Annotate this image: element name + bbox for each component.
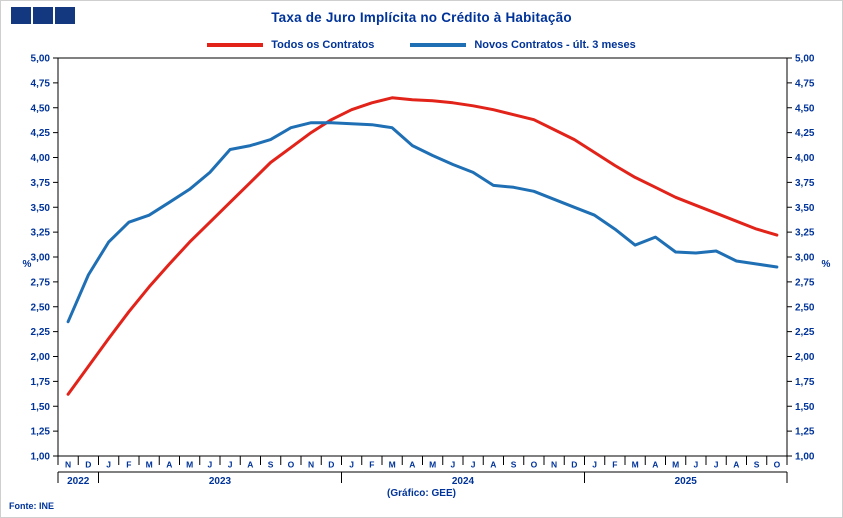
month-label: O	[531, 460, 538, 470]
series-line-todos-os-contratos	[66, 96, 779, 396]
y-tick-label-left: 3,25	[31, 228, 51, 239]
logo-square	[11, 7, 31, 24]
month-label: A	[490, 460, 496, 470]
month-label: N	[551, 460, 557, 470]
month-label: S	[511, 460, 517, 470]
y-tick-label-left: 3,00	[31, 253, 51, 264]
month-label: J	[714, 460, 719, 470]
month-label: O	[288, 460, 295, 470]
y-tick-label-right: 3,25	[795, 228, 815, 239]
legend-line-swatch	[410, 43, 467, 47]
legend-label: Novos Contratos - últ. 3 meses	[474, 39, 636, 51]
legend-item: Novos Contratos - últ. 3 meses	[410, 39, 636, 51]
year-label: 2023	[209, 476, 232, 487]
series-line-novos-contratos	[66, 121, 779, 324]
legend-label: Todos os Contratos	[271, 39, 375, 51]
year-label: 2022	[67, 476, 90, 487]
y-tick-label-left: 1,25	[31, 427, 51, 438]
y-tick-label-right: 2,50	[795, 302, 815, 313]
month-label: F	[369, 460, 374, 470]
month-label: A	[166, 460, 172, 470]
month-label: M	[672, 460, 679, 470]
y-tick-label-right: 2,25	[795, 327, 815, 338]
legend-line-swatch	[207, 43, 264, 47]
y-axis-unit-left: %	[23, 259, 32, 270]
month-label: S	[754, 460, 760, 470]
month-label: M	[389, 460, 396, 470]
month-label: A	[409, 460, 415, 470]
month-label: J	[349, 460, 354, 470]
gee-logo	[11, 7, 75, 24]
y-tick-label-right: 4,00	[795, 153, 815, 164]
month-label: N	[65, 460, 71, 470]
month-label: M	[186, 460, 193, 470]
y-tick-label-right: 1,50	[795, 402, 815, 413]
month-label: J	[208, 460, 213, 470]
y-tick-label-right: 2,75	[795, 277, 815, 288]
y-tick-label-right: 4,50	[795, 103, 815, 114]
month-label: N	[308, 460, 314, 470]
month-label: D	[85, 460, 91, 470]
y-tick-label-right: 1,25	[795, 427, 815, 438]
y-tick-label-right: 2,00	[795, 352, 815, 363]
y-tick-label-right: 4,25	[795, 128, 815, 139]
y-tick-label-left: 4,00	[31, 153, 51, 164]
y-tick-label-left: 1,50	[31, 402, 51, 413]
month-label: M	[632, 460, 639, 470]
y-tick-label-left: 2,00	[31, 352, 51, 363]
y-tick-label-right: 3,00	[795, 253, 815, 264]
y-tick-label-right: 4,75	[795, 78, 815, 89]
year-label: 2025	[675, 476, 698, 487]
y-tick-label-left: 1,00	[31, 452, 51, 463]
y-tick-label-right: 3,75	[795, 178, 815, 189]
y-tick-label-left: 1,75	[31, 377, 51, 388]
y-tick-label-left: 2,75	[31, 277, 51, 288]
y-tick-label-right: 3,50	[795, 203, 815, 214]
y-tick-label-right: 5,00	[795, 54, 815, 65]
month-label: A	[247, 460, 253, 470]
y-tick-label-left: 4,50	[31, 103, 51, 114]
month-label: A	[652, 460, 658, 470]
source-note: Fonte: INE	[9, 501, 54, 511]
y-tick-label-left: 5,00	[31, 54, 51, 65]
y-axis-unit-right: %	[822, 259, 831, 270]
y-tick-label-left: 2,50	[31, 302, 51, 313]
year-label: 2024	[452, 476, 475, 487]
month-label: F	[612, 460, 617, 470]
month-label: J	[228, 460, 233, 470]
plot-frame	[57, 57, 788, 457]
month-label: D	[328, 460, 334, 470]
month-label: J	[106, 460, 111, 470]
month-label: F	[126, 460, 131, 470]
chart-title: Taxa de Juro Implícita no Crédito à Habi…	[271, 10, 572, 25]
month-label: A	[733, 460, 739, 470]
month-label: M	[429, 460, 436, 470]
y-tick-label-left: 3,50	[31, 203, 51, 214]
legend-item: Todos os Contratos	[207, 39, 374, 51]
month-label: J	[471, 460, 476, 470]
logo-square	[55, 7, 75, 24]
month-label: D	[571, 460, 577, 470]
month-label: S	[268, 460, 274, 470]
y-tick-label-left: 3,75	[31, 178, 51, 189]
month-label: M	[146, 460, 153, 470]
y-tick-label-left: 4,25	[31, 128, 51, 139]
credit-note: (Gráfico: GEE)	[387, 488, 456, 499]
month-label: J	[592, 460, 597, 470]
logo-square	[33, 7, 53, 24]
y-tick-label-right: 1,75	[795, 377, 815, 388]
y-tick-label-right: 1,00	[795, 452, 815, 463]
y-tick-label-left: 4,75	[31, 78, 51, 89]
legend: Todos os Contratos Novos Contratos - últ.…	[1, 39, 842, 51]
month-label: O	[774, 460, 781, 470]
y-tick-label-left: 2,25	[31, 327, 51, 338]
month-label: J	[694, 460, 699, 470]
month-label: J	[451, 460, 456, 470]
